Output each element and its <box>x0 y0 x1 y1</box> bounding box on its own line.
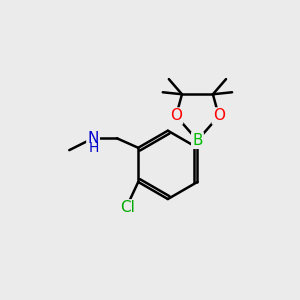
Text: Cl: Cl <box>120 200 135 215</box>
Text: N: N <box>87 131 99 146</box>
Text: O: O <box>213 109 225 124</box>
Text: O: O <box>170 109 182 124</box>
Text: H: H <box>89 141 99 155</box>
Text: B: B <box>192 133 203 148</box>
